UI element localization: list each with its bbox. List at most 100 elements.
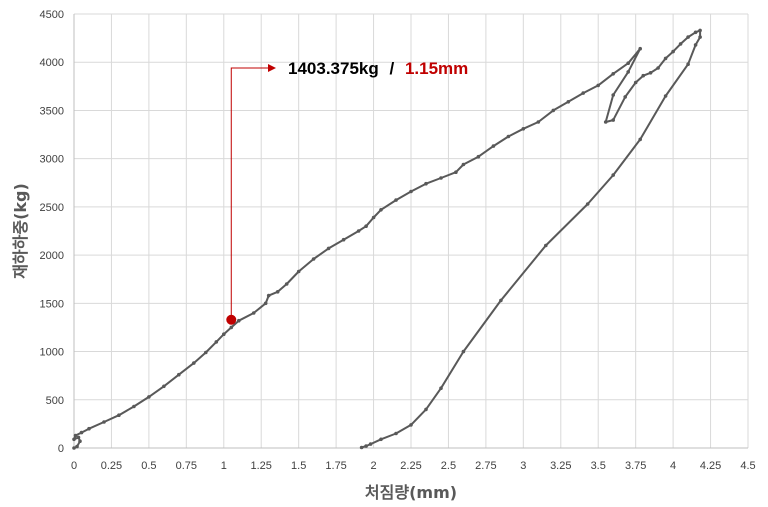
y-tick-label: 2500 bbox=[40, 202, 64, 214]
data-point bbox=[686, 35, 690, 39]
data-point bbox=[536, 120, 541, 124]
data-point bbox=[229, 325, 234, 330]
data-point bbox=[356, 229, 361, 233]
axes bbox=[73, 14, 748, 449]
data-point bbox=[611, 173, 615, 177]
annotation-label: 1403.375kg / 1.15mm bbox=[288, 59, 468, 78]
data-point bbox=[364, 444, 368, 448]
data-point bbox=[611, 72, 615, 76]
data-point bbox=[663, 94, 668, 98]
data-point bbox=[678, 42, 683, 46]
data-point bbox=[424, 181, 428, 186]
x-tick-label: 1.25 bbox=[251, 460, 272, 472]
data-point bbox=[641, 73, 645, 78]
data-point bbox=[76, 435, 81, 440]
data-point bbox=[72, 437, 76, 442]
x-tick-label: 0 bbox=[71, 460, 77, 472]
x-tick-label: 2.5 bbox=[441, 460, 456, 472]
x-tick-label: 3.75 bbox=[625, 460, 646, 472]
data-point bbox=[623, 95, 627, 99]
data-point bbox=[275, 290, 280, 294]
data-point bbox=[214, 340, 219, 344]
data-point bbox=[75, 444, 79, 449]
data-point bbox=[222, 332, 226, 337]
x-tick-label: 2.75 bbox=[475, 460, 496, 472]
data-point bbox=[566, 100, 571, 104]
data-point bbox=[78, 439, 82, 444]
annotation-separator: / bbox=[389, 59, 394, 78]
y-axis-title: 재하하중(kg) bbox=[11, 183, 30, 279]
data-point bbox=[454, 170, 458, 174]
y-tick-label: 1000 bbox=[40, 347, 64, 359]
annotation-arrowhead bbox=[268, 64, 276, 72]
x-axis-title: 처짐량(mm) bbox=[365, 483, 457, 502]
x-tick-label: 4.25 bbox=[700, 460, 721, 472]
data-point bbox=[371, 215, 376, 220]
data-point bbox=[693, 30, 698, 35]
data-point bbox=[424, 407, 428, 412]
data-point bbox=[379, 208, 383, 212]
y-tick-labels: 0 500 1000 1500 2000 2500 3000 3500 4000 4500 bbox=[40, 9, 64, 455]
gridlines bbox=[74, 13, 749, 448]
data-point bbox=[117, 413, 121, 418]
x-tick-label: 3 bbox=[520, 460, 526, 472]
data-point bbox=[263, 301, 268, 306]
data-point bbox=[266, 293, 271, 298]
data-point bbox=[461, 349, 466, 354]
data-point bbox=[698, 28, 702, 33]
annotation-marker bbox=[226, 314, 237, 325]
x-tick-label: 2.25 bbox=[400, 460, 421, 472]
data-point bbox=[251, 311, 256, 315]
data-point bbox=[585, 202, 590, 206]
annotation-displacement-value: 1.15mm bbox=[405, 59, 468, 78]
x-tick-label: 1.75 bbox=[325, 460, 346, 472]
data-point bbox=[551, 108, 556, 113]
data-point bbox=[611, 118, 615, 122]
data-point bbox=[79, 430, 84, 435]
data-point bbox=[147, 395, 151, 399]
x-tick-label: 1.5 bbox=[291, 460, 306, 472]
x-tick-label: 0.25 bbox=[101, 460, 122, 472]
x-tick-label: 3.25 bbox=[550, 460, 571, 472]
y-tick-label: 4500 bbox=[40, 9, 64, 21]
x-tick-label: 4 bbox=[670, 460, 676, 472]
data-point bbox=[409, 189, 413, 194]
data-point bbox=[581, 91, 585, 95]
y-tick-label: 500 bbox=[46, 395, 64, 407]
data-point bbox=[394, 198, 398, 202]
y-tick-label: 3000 bbox=[40, 154, 64, 166]
data-point bbox=[177, 372, 181, 377]
data-point bbox=[476, 154, 481, 159]
data-point bbox=[506, 134, 511, 139]
data-point bbox=[326, 246, 331, 251]
y-tick-label: 2000 bbox=[40, 250, 64, 262]
data-point bbox=[596, 83, 600, 88]
data-point bbox=[626, 61, 630, 65]
data-point bbox=[638, 46, 642, 51]
data-point bbox=[693, 43, 698, 47]
data-point bbox=[626, 70, 630, 74]
data-point bbox=[296, 269, 301, 274]
data-point bbox=[341, 237, 346, 242]
x-tick-label: 0.5 bbox=[141, 460, 156, 472]
data-point bbox=[204, 350, 208, 355]
data-point bbox=[611, 93, 615, 97]
data-point bbox=[368, 442, 373, 446]
data-point bbox=[284, 282, 289, 286]
annotation-leader-line bbox=[230, 67, 270, 320]
data-point bbox=[162, 384, 166, 389]
data-point bbox=[439, 386, 443, 391]
data-point bbox=[359, 445, 364, 450]
data-point bbox=[461, 162, 466, 167]
x-tick-label: 1 bbox=[221, 460, 227, 472]
data-point bbox=[192, 361, 196, 365]
x-tick-label: 2 bbox=[370, 460, 376, 472]
data-point bbox=[663, 56, 668, 61]
data-point bbox=[491, 144, 496, 148]
x-tick-label: 4.5 bbox=[740, 460, 755, 472]
data-point bbox=[237, 318, 241, 323]
data-point bbox=[656, 66, 660, 70]
data-point bbox=[671, 49, 675, 54]
y-tick-label: 1500 bbox=[40, 298, 64, 310]
